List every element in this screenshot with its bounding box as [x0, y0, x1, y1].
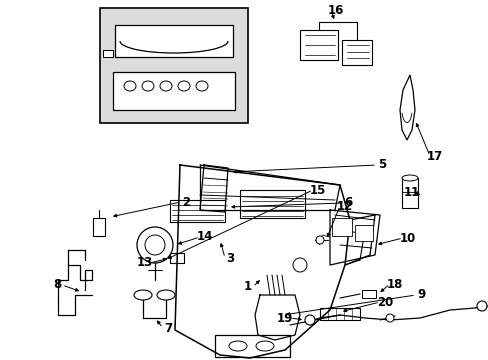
Ellipse shape: [134, 290, 152, 300]
Text: 20: 20: [376, 296, 392, 309]
Text: 9: 9: [416, 288, 424, 302]
Bar: [401, 178, 417, 208]
Text: 14: 14: [196, 230, 213, 243]
Bar: [331, 218, 351, 236]
Text: 16: 16: [327, 4, 344, 17]
Bar: [354, 225, 372, 241]
Bar: [103, 50, 113, 57]
Circle shape: [137, 227, 173, 263]
Text: 17: 17: [426, 149, 442, 162]
Bar: [113, 72, 235, 110]
Text: 3: 3: [225, 252, 234, 265]
Text: 10: 10: [399, 231, 415, 244]
Text: 6: 6: [343, 197, 351, 210]
Bar: [299, 30, 337, 60]
Bar: [215, 335, 289, 357]
Ellipse shape: [256, 341, 273, 351]
Circle shape: [305, 315, 314, 325]
Ellipse shape: [178, 81, 190, 91]
Text: 11: 11: [403, 186, 419, 199]
Ellipse shape: [196, 81, 207, 91]
Text: 19: 19: [276, 311, 293, 324]
Text: 2: 2: [182, 195, 190, 208]
Ellipse shape: [124, 81, 136, 91]
Circle shape: [292, 258, 306, 272]
Polygon shape: [399, 75, 414, 140]
Bar: [100, 8, 247, 123]
Text: 5: 5: [377, 158, 386, 171]
Ellipse shape: [401, 175, 417, 181]
Text: 7: 7: [163, 321, 172, 334]
Bar: [93, 218, 105, 236]
Circle shape: [315, 236, 324, 244]
Ellipse shape: [160, 81, 172, 91]
Bar: [319, 308, 359, 320]
Bar: [115, 25, 232, 57]
Text: 18: 18: [386, 278, 403, 291]
Bar: [341, 40, 371, 65]
Circle shape: [145, 235, 164, 255]
Bar: [240, 190, 305, 218]
Text: 8: 8: [53, 279, 61, 292]
Ellipse shape: [157, 290, 175, 300]
Ellipse shape: [228, 341, 246, 351]
Text: 12: 12: [336, 199, 352, 212]
Ellipse shape: [142, 81, 154, 91]
Text: 1: 1: [244, 280, 251, 293]
Text: 13: 13: [137, 256, 153, 270]
Bar: [361, 290, 375, 298]
Bar: [170, 200, 224, 222]
Circle shape: [385, 314, 393, 322]
Bar: [170, 253, 183, 263]
Text: 15: 15: [309, 184, 325, 197]
Circle shape: [476, 301, 486, 311]
